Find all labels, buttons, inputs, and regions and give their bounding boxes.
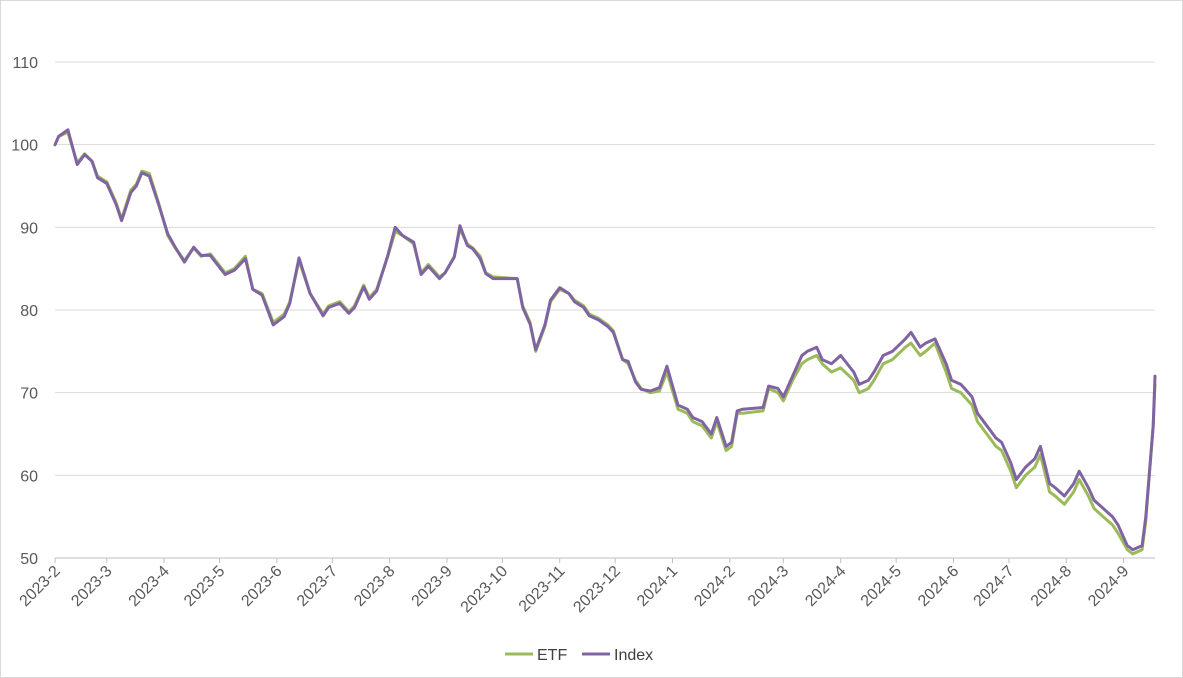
legend-label-index: Index [614,647,653,664]
x-tick-label: 2023-11 [516,563,569,616]
x-tick-label: 2024-9 [1085,563,1132,610]
x-tick-label: 2024-5 [858,563,905,610]
x-tick-label: 2023-6 [238,563,285,610]
x-tick-label: 2024-1 [634,563,681,610]
y-axis-tick-labels: 50 60 70 80 90 100 110 [11,55,38,568]
x-tick-label: 2023-7 [294,563,341,610]
y-tick-label: 110 [12,55,38,72]
x-tick-label: 2024-6 [915,563,962,610]
x-tick-label: 2024-7 [971,563,1018,610]
x-tick-label: 2024-2 [691,563,738,610]
x-tick-label: 2023-5 [181,563,228,610]
series-line-index [53,128,1157,552]
legend: ETF Index [505,647,653,664]
series-line-etf [53,130,1157,556]
x-tick-label: 2024-3 [745,563,792,610]
y-tick-label: 60 [20,468,38,485]
y-tick-label: 50 [20,551,38,568]
x-tick-label: 2023-4 [126,563,173,610]
legend-label-etf: ETF [537,647,567,664]
series-lines [53,128,1157,556]
x-tick-label: 2024-4 [802,563,849,610]
x-tick-label: 2023-8 [351,563,398,610]
x-tick-label: 2023-9 [409,563,456,610]
y-tick-label: 90 [20,220,38,237]
y-tick-label: 100 [11,138,38,155]
x-tick-label: 2023-3 [68,563,115,610]
x-axis-tick-labels: 2023-2 2023-3 2023-4 2023-5 2023-6 2023-7 2023… [17,558,1132,617]
x-tick-label: 2023-10 [458,563,512,617]
x-tick-label: 2024-8 [1028,563,1075,610]
y-tick-label: 80 [20,303,38,320]
y-tick-label: 70 [20,386,38,403]
x-tick-label: 2023-2 [17,563,64,610]
x-tick-label: 2023-12 [570,563,624,617]
gridlines [55,61,1155,559]
